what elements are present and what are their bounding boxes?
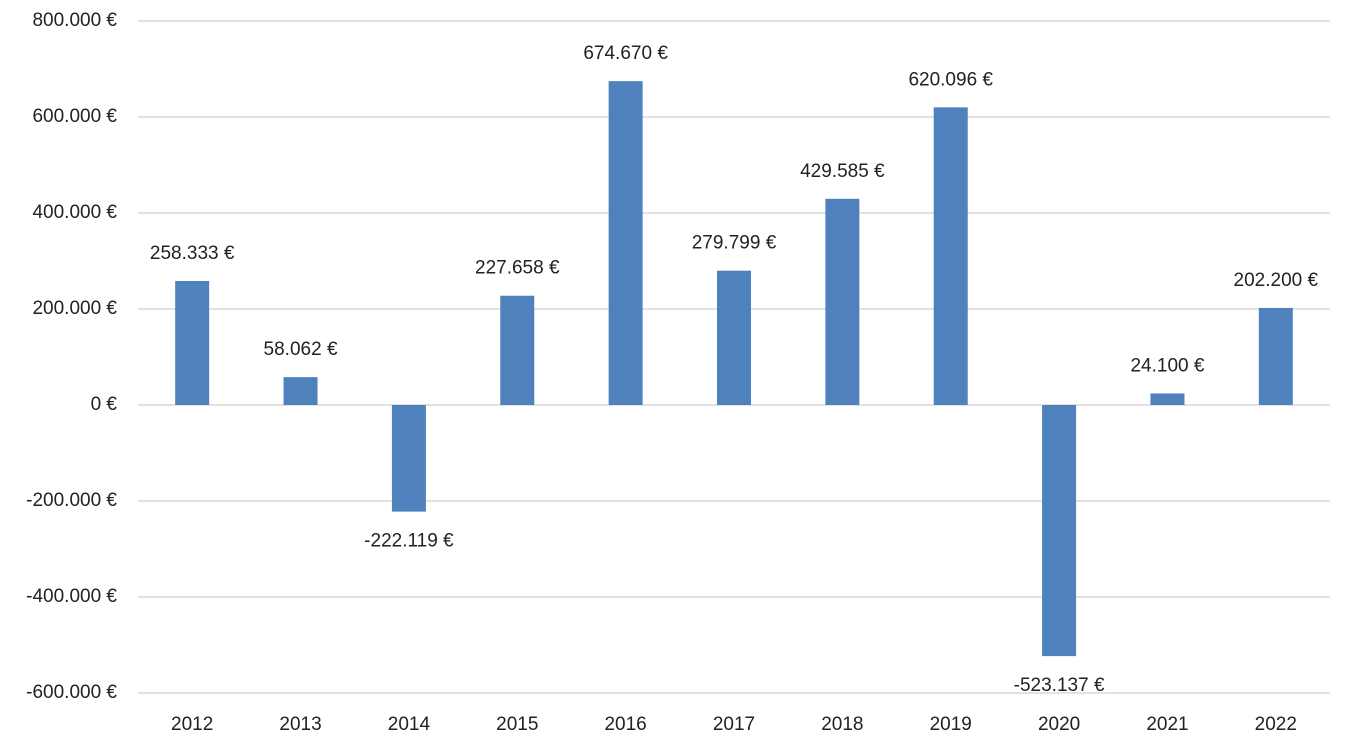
- y-tick-label: 400.000 €: [32, 202, 117, 223]
- bar: [933, 107, 968, 406]
- x-tick-label: 2018: [821, 714, 863, 735]
- data-label: 674.670 €: [583, 43, 668, 64]
- y-tick-label: 800.000 €: [32, 10, 117, 31]
- x-tick-label: 2019: [930, 714, 972, 735]
- data-label: 227.658 €: [475, 258, 560, 279]
- data-label: 58.062 €: [264, 339, 338, 360]
- x-tick-label: 2022: [1255, 714, 1297, 735]
- x-tick-label: 2016: [604, 714, 646, 735]
- x-tick-label: 2017: [713, 714, 755, 735]
- bar: [391, 405, 426, 512]
- bar: [1150, 393, 1185, 405]
- bar: [500, 295, 535, 405]
- bar: [608, 81, 643, 406]
- data-label: -222.119 €: [364, 531, 454, 552]
- x-tick-label: 2013: [279, 714, 321, 735]
- x-tick-label: 2014: [388, 714, 431, 735]
- y-tick-label: -400.000 €: [26, 586, 117, 607]
- data-label: 429.585 €: [800, 161, 885, 182]
- data-label: -523.137 €: [1014, 675, 1105, 696]
- x-tick-label: 2015: [496, 714, 538, 735]
- data-label: 202.200 €: [1234, 270, 1319, 291]
- bar: [1258, 307, 1293, 405]
- y-tick-label: 0 €: [91, 394, 118, 415]
- bar: [825, 198, 860, 405]
- y-tick-label: 200.000 €: [32, 298, 117, 319]
- x-tick-label: 2012: [171, 714, 213, 735]
- x-tick-label: 2021: [1146, 714, 1188, 735]
- y-tick-label: 600.000 €: [32, 106, 117, 127]
- y-tick-label: -600.000 €: [26, 682, 117, 703]
- data-label: 258.333 €: [150, 243, 235, 264]
- bar: [175, 281, 210, 405]
- bar: [717, 270, 751, 405]
- y-tick-label: -200.000 €: [26, 490, 117, 511]
- bar: [1042, 405, 1077, 657]
- x-tick-label: 2020: [1038, 714, 1080, 735]
- data-label: 620.096 €: [908, 69, 993, 90]
- bar: [283, 377, 318, 405]
- data-label: 279.799 €: [692, 233, 777, 254]
- data-label: 24.100 €: [1130, 355, 1204, 376]
